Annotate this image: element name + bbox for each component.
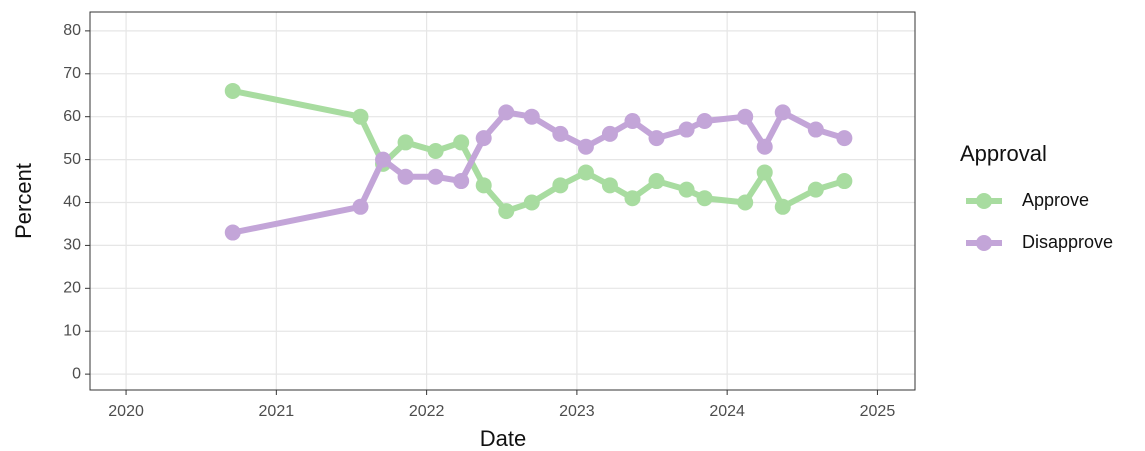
y-tick-label: 50 xyxy=(63,151,81,168)
y-tick-label: 60 xyxy=(63,108,81,125)
point xyxy=(756,164,773,181)
x-axis-title: Date xyxy=(480,426,526,451)
point xyxy=(624,190,641,207)
y-tick-label: 20 xyxy=(63,280,81,297)
legend-key-point xyxy=(976,235,992,251)
point xyxy=(375,151,392,168)
point xyxy=(453,173,470,190)
point xyxy=(756,138,773,155)
y-tick-label: 30 xyxy=(63,237,81,254)
x-tick-label: 2024 xyxy=(709,403,745,420)
point xyxy=(737,108,754,125)
point xyxy=(836,173,853,190)
point xyxy=(427,168,444,185)
point xyxy=(475,130,492,147)
point xyxy=(807,121,824,138)
x-tick-label: 2020 xyxy=(108,403,144,420)
point xyxy=(774,104,791,121)
legend-label: Approve xyxy=(1022,190,1089,210)
x-tick-label: 2025 xyxy=(860,403,896,420)
point xyxy=(737,194,754,211)
point xyxy=(774,198,791,215)
point xyxy=(648,173,665,190)
point xyxy=(523,194,540,211)
plot-border xyxy=(89,11,916,391)
point xyxy=(807,181,824,198)
point xyxy=(475,177,492,194)
point xyxy=(624,112,641,129)
point xyxy=(523,108,540,125)
x-tick-label: 2023 xyxy=(559,403,595,420)
x-tick-label: 2021 xyxy=(259,403,295,420)
point xyxy=(224,224,241,241)
legend-title: Approval xyxy=(960,141,1047,166)
x-tick-label: 2022 xyxy=(409,403,445,420)
point xyxy=(678,181,695,198)
point xyxy=(836,130,853,147)
point xyxy=(352,108,369,125)
point xyxy=(427,143,444,160)
y-tick-label: 70 xyxy=(63,65,81,82)
point xyxy=(678,121,695,138)
point xyxy=(453,134,470,151)
legend-key-point xyxy=(976,193,992,209)
legend-label: Disapprove xyxy=(1022,232,1113,252)
point xyxy=(224,82,241,99)
point xyxy=(498,104,515,121)
point xyxy=(648,130,665,147)
point xyxy=(696,112,713,129)
point xyxy=(577,138,594,155)
y-tick-label: 0 xyxy=(72,365,81,382)
point xyxy=(397,134,414,151)
y-tick-label: 40 xyxy=(63,194,81,211)
point xyxy=(577,164,594,181)
point xyxy=(397,168,414,185)
point xyxy=(696,190,713,207)
point xyxy=(552,177,569,194)
point xyxy=(498,203,515,220)
y-tick-label: 80 xyxy=(63,22,81,39)
y-axis-title: Percent xyxy=(11,163,36,239)
y-tick-label: 10 xyxy=(63,322,81,339)
point xyxy=(601,177,618,194)
point xyxy=(552,125,569,142)
point xyxy=(352,198,369,215)
point xyxy=(601,125,618,142)
